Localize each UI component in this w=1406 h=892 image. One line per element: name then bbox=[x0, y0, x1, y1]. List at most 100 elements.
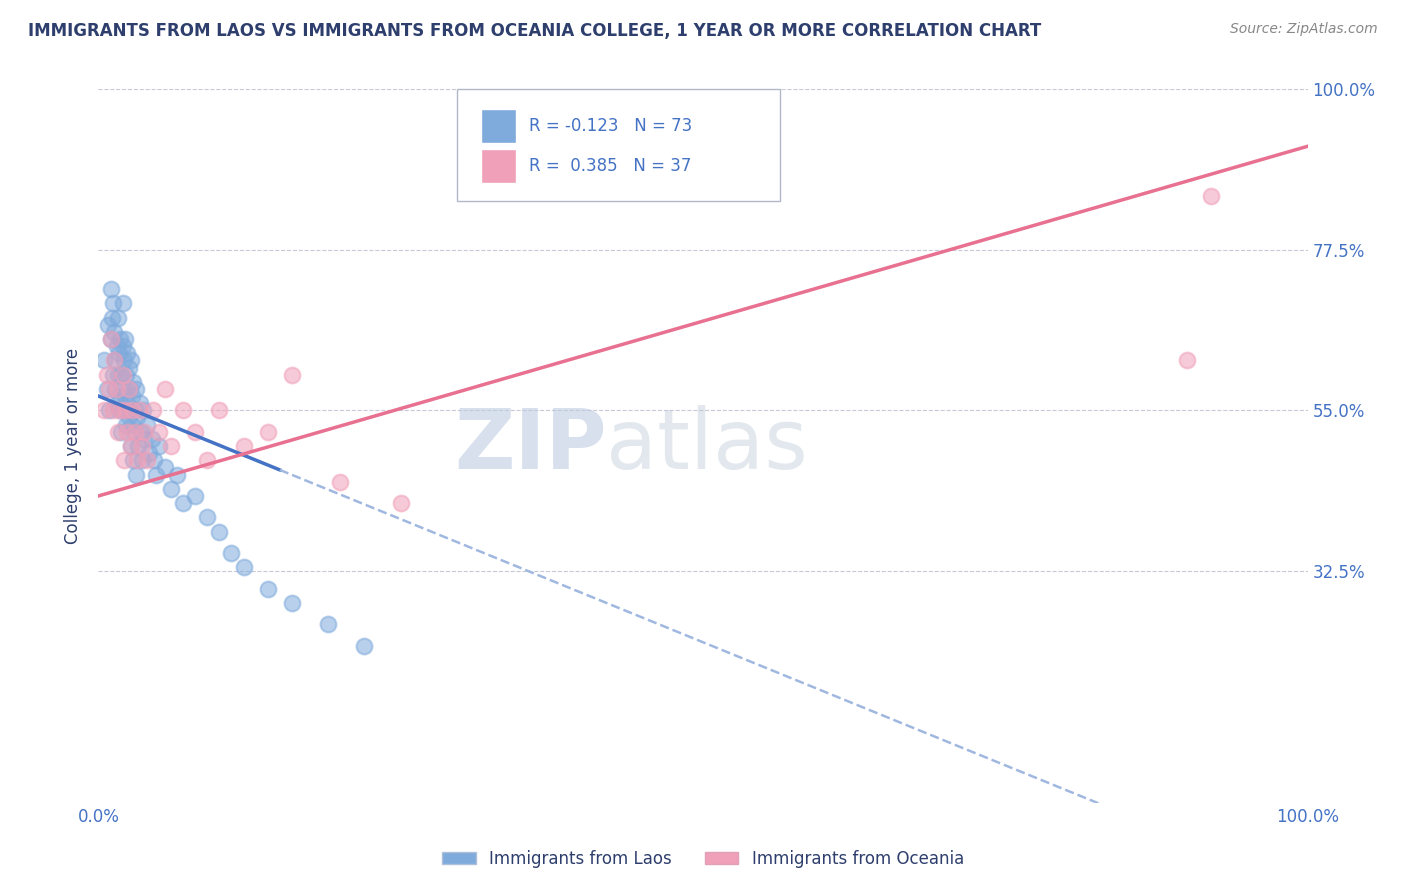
Point bbox=[128, 396, 150, 410]
Point bbox=[118, 382, 141, 396]
Point bbox=[107, 425, 129, 439]
Point bbox=[127, 410, 149, 425]
Point bbox=[110, 368, 132, 382]
Point bbox=[184, 489, 207, 503]
Point bbox=[108, 346, 131, 360]
Point bbox=[125, 382, 148, 396]
Point bbox=[256, 425, 278, 439]
Point bbox=[121, 417, 143, 432]
Point bbox=[117, 346, 139, 360]
Point bbox=[101, 368, 124, 382]
Point bbox=[195, 453, 218, 467]
Point bbox=[142, 403, 165, 417]
Point bbox=[122, 453, 145, 467]
Point bbox=[121, 403, 143, 417]
Point bbox=[153, 382, 176, 396]
Point bbox=[103, 325, 125, 339]
Point bbox=[101, 296, 124, 310]
Point bbox=[114, 389, 136, 403]
Point bbox=[101, 403, 124, 417]
Point bbox=[104, 353, 127, 368]
Point bbox=[93, 403, 115, 417]
Y-axis label: College, 1 year or more: College, 1 year or more bbox=[65, 348, 83, 544]
Point bbox=[98, 382, 121, 396]
Point bbox=[135, 417, 157, 432]
Point bbox=[118, 360, 141, 375]
Point bbox=[329, 475, 352, 489]
Point bbox=[105, 339, 128, 353]
Point bbox=[124, 425, 146, 439]
Point bbox=[184, 425, 207, 439]
Point bbox=[195, 510, 218, 524]
Point bbox=[100, 282, 122, 296]
Point bbox=[114, 332, 136, 346]
Point bbox=[122, 375, 145, 389]
Point bbox=[138, 446, 160, 460]
Point bbox=[112, 453, 135, 467]
Point bbox=[316, 617, 339, 632]
Point bbox=[127, 439, 149, 453]
Point bbox=[132, 403, 155, 417]
Point bbox=[208, 403, 231, 417]
Point bbox=[117, 396, 139, 410]
Point bbox=[104, 382, 127, 396]
Point bbox=[114, 403, 136, 417]
Point bbox=[281, 596, 304, 610]
Point bbox=[353, 639, 375, 653]
Point bbox=[160, 439, 183, 453]
Point bbox=[172, 403, 194, 417]
Point bbox=[141, 432, 163, 446]
Point bbox=[118, 410, 141, 425]
Point bbox=[135, 453, 157, 467]
Point bbox=[1175, 353, 1198, 368]
Point bbox=[221, 546, 243, 560]
Point bbox=[125, 467, 148, 482]
Point bbox=[112, 353, 135, 368]
Point bbox=[96, 382, 118, 396]
Point bbox=[97, 318, 120, 332]
Point bbox=[103, 353, 125, 368]
Point bbox=[100, 310, 122, 325]
Text: ZIP: ZIP bbox=[454, 406, 606, 486]
Point bbox=[115, 417, 138, 432]
Point bbox=[172, 496, 194, 510]
Legend: Immigrants from Laos, Immigrants from Oceania: Immigrants from Laos, Immigrants from Oc… bbox=[436, 844, 970, 875]
Point bbox=[108, 403, 131, 417]
Point bbox=[128, 403, 150, 417]
Point bbox=[232, 439, 254, 453]
Point bbox=[111, 382, 134, 396]
Text: atlas: atlas bbox=[606, 406, 808, 486]
Point bbox=[256, 582, 278, 596]
Point bbox=[112, 403, 135, 417]
Point bbox=[107, 310, 129, 325]
Point bbox=[208, 524, 231, 539]
Point bbox=[108, 389, 131, 403]
Point bbox=[145, 467, 167, 482]
Text: IMMIGRANTS FROM LAOS VS IMMIGRANTS FROM OCEANIA COLLEGE, 1 YEAR OR MORE CORRELAT: IMMIGRANTS FROM LAOS VS IMMIGRANTS FROM … bbox=[28, 22, 1042, 40]
Point bbox=[134, 425, 156, 439]
Point bbox=[127, 453, 149, 467]
Point bbox=[115, 368, 138, 382]
Point bbox=[111, 368, 134, 382]
Point bbox=[120, 439, 142, 453]
Point bbox=[134, 432, 156, 446]
Point bbox=[232, 560, 254, 574]
Point bbox=[131, 439, 153, 453]
Point bbox=[120, 439, 142, 453]
Point bbox=[148, 439, 170, 453]
Point bbox=[111, 296, 134, 310]
Point bbox=[100, 332, 122, 346]
Text: Source: ZipAtlas.com: Source: ZipAtlas.com bbox=[1230, 22, 1378, 37]
Point bbox=[108, 403, 131, 417]
Point bbox=[281, 368, 304, 382]
Point bbox=[118, 382, 141, 396]
Point bbox=[1199, 189, 1222, 203]
Point bbox=[93, 353, 115, 368]
Point bbox=[121, 389, 143, 403]
Point bbox=[131, 453, 153, 467]
Point bbox=[124, 425, 146, 439]
Point bbox=[166, 467, 188, 482]
Point bbox=[96, 368, 118, 382]
Point bbox=[124, 403, 146, 417]
Point bbox=[105, 382, 128, 396]
